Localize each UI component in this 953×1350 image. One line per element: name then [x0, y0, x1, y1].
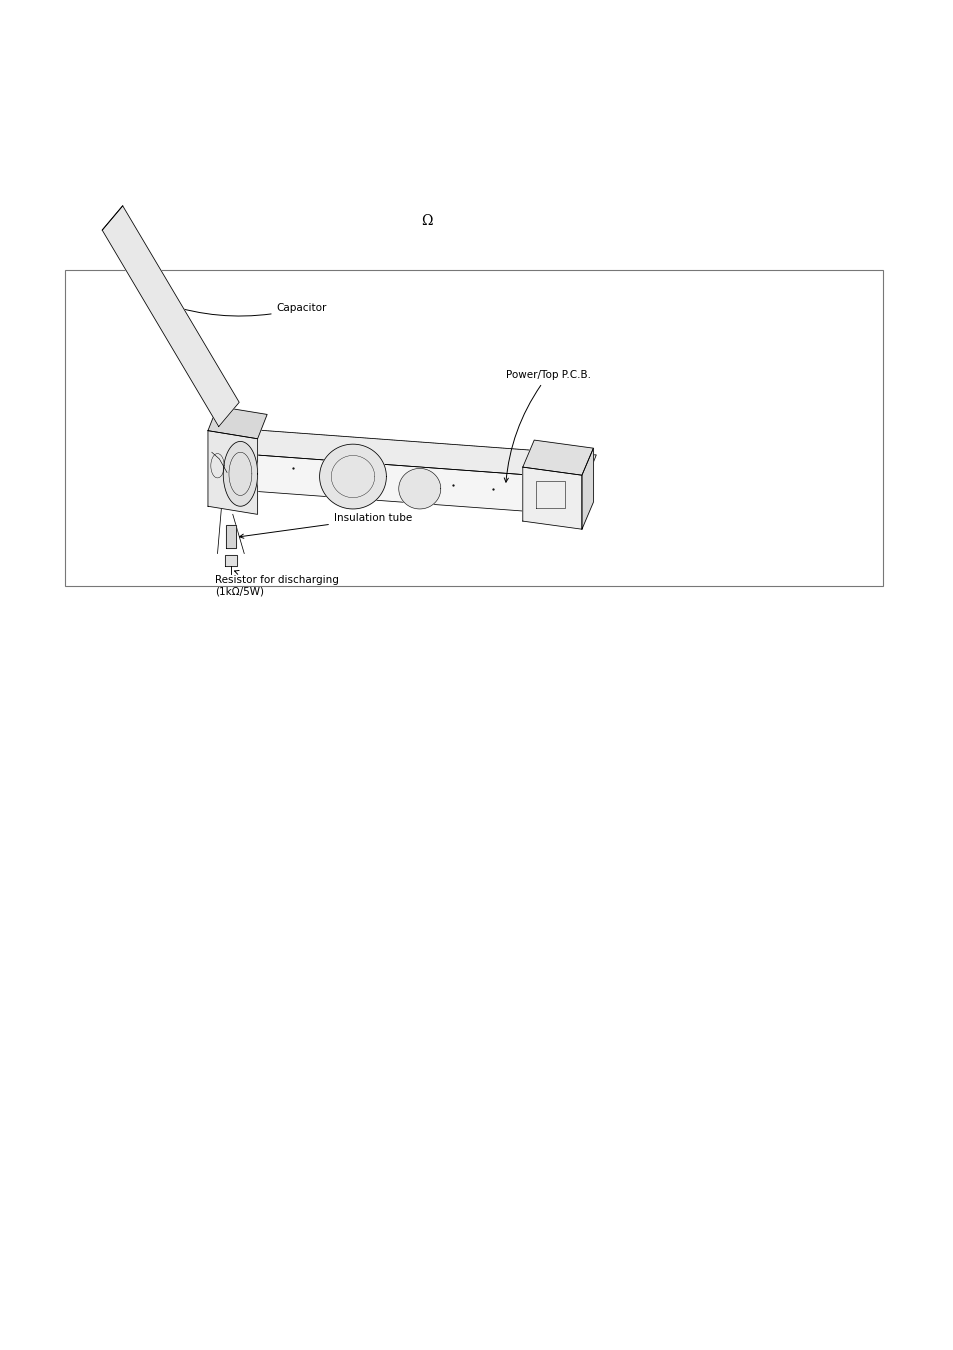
Polygon shape: [522, 440, 593, 475]
Polygon shape: [581, 448, 593, 529]
Text: Ω: Ω: [420, 215, 432, 228]
Polygon shape: [319, 444, 386, 509]
Bar: [65, 270, 882, 586]
Polygon shape: [208, 431, 257, 514]
Polygon shape: [208, 406, 267, 439]
Text: Power/Top P.C.B.: Power/Top P.C.B.: [504, 370, 590, 482]
Polygon shape: [225, 555, 236, 566]
Polygon shape: [219, 428, 596, 479]
Polygon shape: [219, 452, 586, 516]
Polygon shape: [102, 205, 239, 427]
Text: Resistor for discharging
(1kΩ/5W): Resistor for discharging (1kΩ/5W): [214, 571, 338, 597]
Polygon shape: [223, 441, 257, 506]
Text: Insulation tube: Insulation tube: [239, 513, 412, 539]
Polygon shape: [522, 467, 581, 529]
Polygon shape: [226, 525, 235, 548]
Polygon shape: [398, 468, 440, 509]
Text: Capacitor: Capacitor: [168, 302, 327, 316]
